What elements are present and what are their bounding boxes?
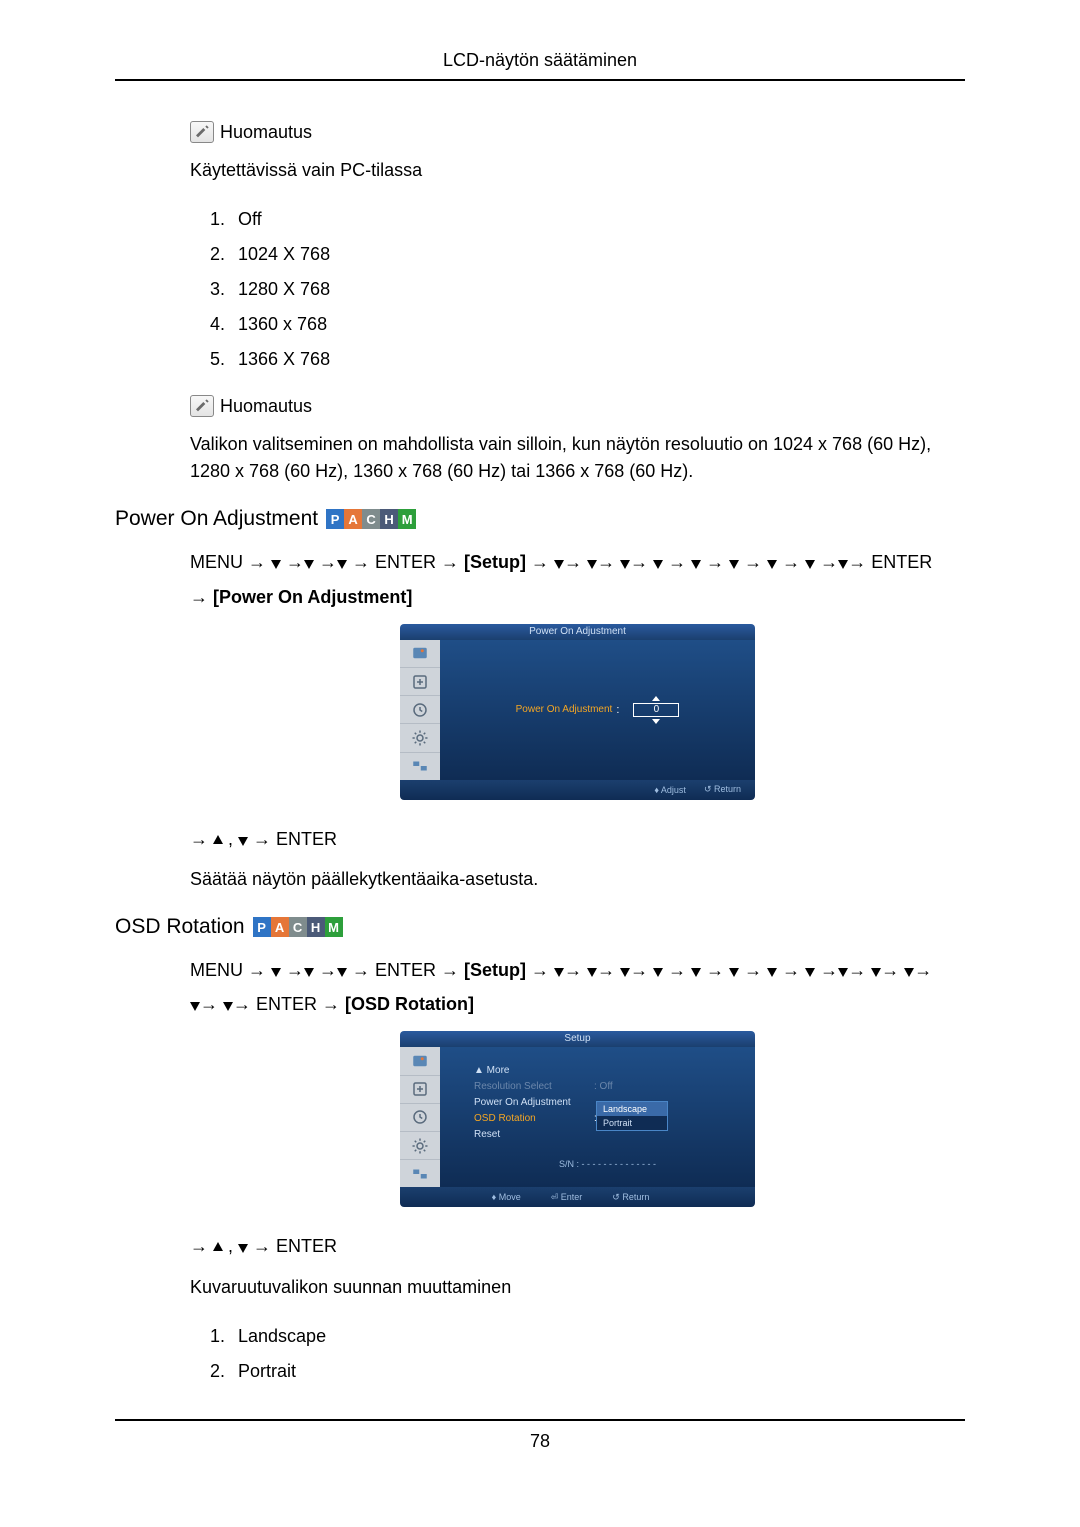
osd-value-box[interactable]: 0 bbox=[633, 703, 679, 717]
osd-rotation-options: Landscape Portrait bbox=[230, 1319, 965, 1389]
note-label: Huomautus bbox=[220, 122, 312, 143]
nav-post-osd-rotation: → , → ENTER bbox=[190, 1229, 965, 1263]
badge-a: A bbox=[344, 509, 362, 529]
osd-side-setup-icon[interactable] bbox=[400, 1132, 440, 1160]
osd-power-on-adjustment: Power On Adjustment Power On Adjustment … bbox=[400, 624, 755, 800]
dropdown-option-portrait[interactable]: Portrait bbox=[597, 1116, 667, 1130]
osd-main: ▲ More Resolution Select : Off Power On … bbox=[440, 1047, 755, 1187]
osd-side-setup-icon[interactable] bbox=[400, 724, 440, 752]
nav-path-power-on: MENU → → → → ENTER → [Setup] → → → → → →… bbox=[190, 545, 965, 613]
badge-h: H bbox=[380, 509, 398, 529]
note-icon bbox=[190, 395, 214, 417]
badge-c: C bbox=[289, 917, 307, 937]
dropdown-option-landscape[interactable]: Landscape bbox=[597, 1102, 667, 1116]
section-title-text: OSD Rotation bbox=[115, 915, 245, 939]
note-label: Huomautus bbox=[220, 396, 312, 417]
list-item: 1360 x 768 bbox=[230, 307, 965, 342]
osd-side-time-icon[interactable] bbox=[400, 1104, 440, 1132]
osd-footer-adjust: ♦ Adjust bbox=[654, 785, 686, 795]
list-item: 1280 X 768 bbox=[230, 272, 965, 307]
page-number: 78 bbox=[115, 1431, 965, 1452]
pencil-icon bbox=[194, 398, 210, 414]
pencil-icon bbox=[194, 124, 210, 140]
osd-side-image-icon[interactable] bbox=[400, 1047, 440, 1075]
resolution-list: Off 1024 X 768 1280 X 768 1360 x 768 136… bbox=[230, 202, 965, 377]
osd-side-multi-icon[interactable] bbox=[400, 753, 440, 780]
osd-side-input-icon[interactable] bbox=[400, 668, 440, 696]
osd-side-input-icon[interactable] bbox=[400, 1076, 440, 1104]
osd-footer-return: ↺ Return bbox=[612, 1192, 649, 1203]
osd-sidebar bbox=[400, 640, 440, 780]
nav-path-osd-rotation: MENU → → → → ENTER → [Setup] → → → → → →… bbox=[190, 953, 965, 1021]
osd-main: Power On Adjustment : 0 bbox=[440, 640, 755, 780]
note-icon bbox=[190, 121, 214, 143]
osd-setup-menu: Setup ▲ More Resolution Select bbox=[400, 1031, 755, 1207]
page-header-title: LCD-näytön säätäminen bbox=[115, 50, 965, 71]
list-item: Portrait bbox=[230, 1354, 965, 1389]
osd-titlebar: Setup bbox=[400, 1031, 755, 1047]
badge-m: M bbox=[325, 917, 343, 937]
osd-footer-enter: ⏎ Enter bbox=[551, 1192, 583, 1203]
osd-serial-number: S/N : - - - - - - - - - - - - - - bbox=[474, 1159, 741, 1169]
list-item: Landscape bbox=[230, 1319, 965, 1354]
list-item: 1024 X 768 bbox=[230, 237, 965, 272]
power-on-description: Säätää näytön päällekytkentäaika-asetust… bbox=[190, 866, 965, 893]
nav-setup: [Setup] bbox=[464, 552, 526, 572]
nav-target: [OSD Rotation] bbox=[345, 994, 474, 1014]
section-title-power-on: Power On Adjustment P A C H M bbox=[115, 507, 965, 531]
badge-p: P bbox=[326, 509, 344, 529]
osd-footer-return: ↺ Return bbox=[704, 784, 741, 795]
nav-target: [Power On Adjustment] bbox=[213, 587, 412, 607]
osd-field-label: Power On Adjustment bbox=[516, 704, 613, 715]
nav-post-power-on: → , → ENTER bbox=[190, 822, 965, 856]
osd-sidebar bbox=[400, 1047, 440, 1187]
section-title-text: Power On Adjustment bbox=[115, 507, 318, 531]
osd-rotation-description: Kuvaruutuvalikon suunnan muuttaminen bbox=[190, 1274, 965, 1301]
osd-rotation-dropdown[interactable]: Landscape Portrait bbox=[596, 1101, 668, 1131]
osd-row-resolution-select: Resolution Select : Off bbox=[474, 1081, 741, 1092]
top-rule bbox=[115, 79, 965, 81]
nav-setup: [Setup] bbox=[464, 960, 526, 980]
note-block-2: Huomautus bbox=[190, 395, 965, 417]
osd-titlebar: Power On Adjustment bbox=[400, 624, 755, 640]
value-down-icon[interactable] bbox=[652, 719, 660, 724]
section-title-osd-rotation: OSD Rotation P A C H M bbox=[115, 915, 965, 939]
badge-h: H bbox=[307, 917, 325, 937]
list-item: Off bbox=[230, 202, 965, 237]
bottom-rule bbox=[115, 1419, 965, 1421]
note-block-1: Huomautus bbox=[190, 121, 965, 143]
osd-side-image-icon[interactable] bbox=[400, 640, 440, 668]
osd-more[interactable]: ▲ More bbox=[474, 1065, 741, 1076]
osd-footer-move: ♦ Move bbox=[492, 1192, 521, 1202]
badge-m: M bbox=[398, 509, 416, 529]
badge-c: C bbox=[362, 509, 380, 529]
list-item: 1366 X 768 bbox=[230, 342, 965, 377]
badge-a: A bbox=[271, 917, 289, 937]
note-text-2: Valikon valitseminen on mahdollista vain… bbox=[190, 431, 965, 485]
value-up-icon[interactable] bbox=[652, 696, 660, 701]
osd-side-time-icon[interactable] bbox=[400, 696, 440, 724]
mode-badges: P A C H M bbox=[326, 509, 416, 529]
osd-footer: ♦ Adjust ↺ Return bbox=[400, 780, 755, 800]
osd-side-multi-icon[interactable] bbox=[400, 1160, 440, 1187]
badge-p: P bbox=[253, 917, 271, 937]
osd-footer: ♦ Move ⏎ Enter ↺ Return bbox=[400, 1187, 755, 1207]
note-text-1: Käytettävissä vain PC-tilassa bbox=[190, 157, 965, 184]
mode-badges: P A C H M bbox=[253, 917, 343, 937]
